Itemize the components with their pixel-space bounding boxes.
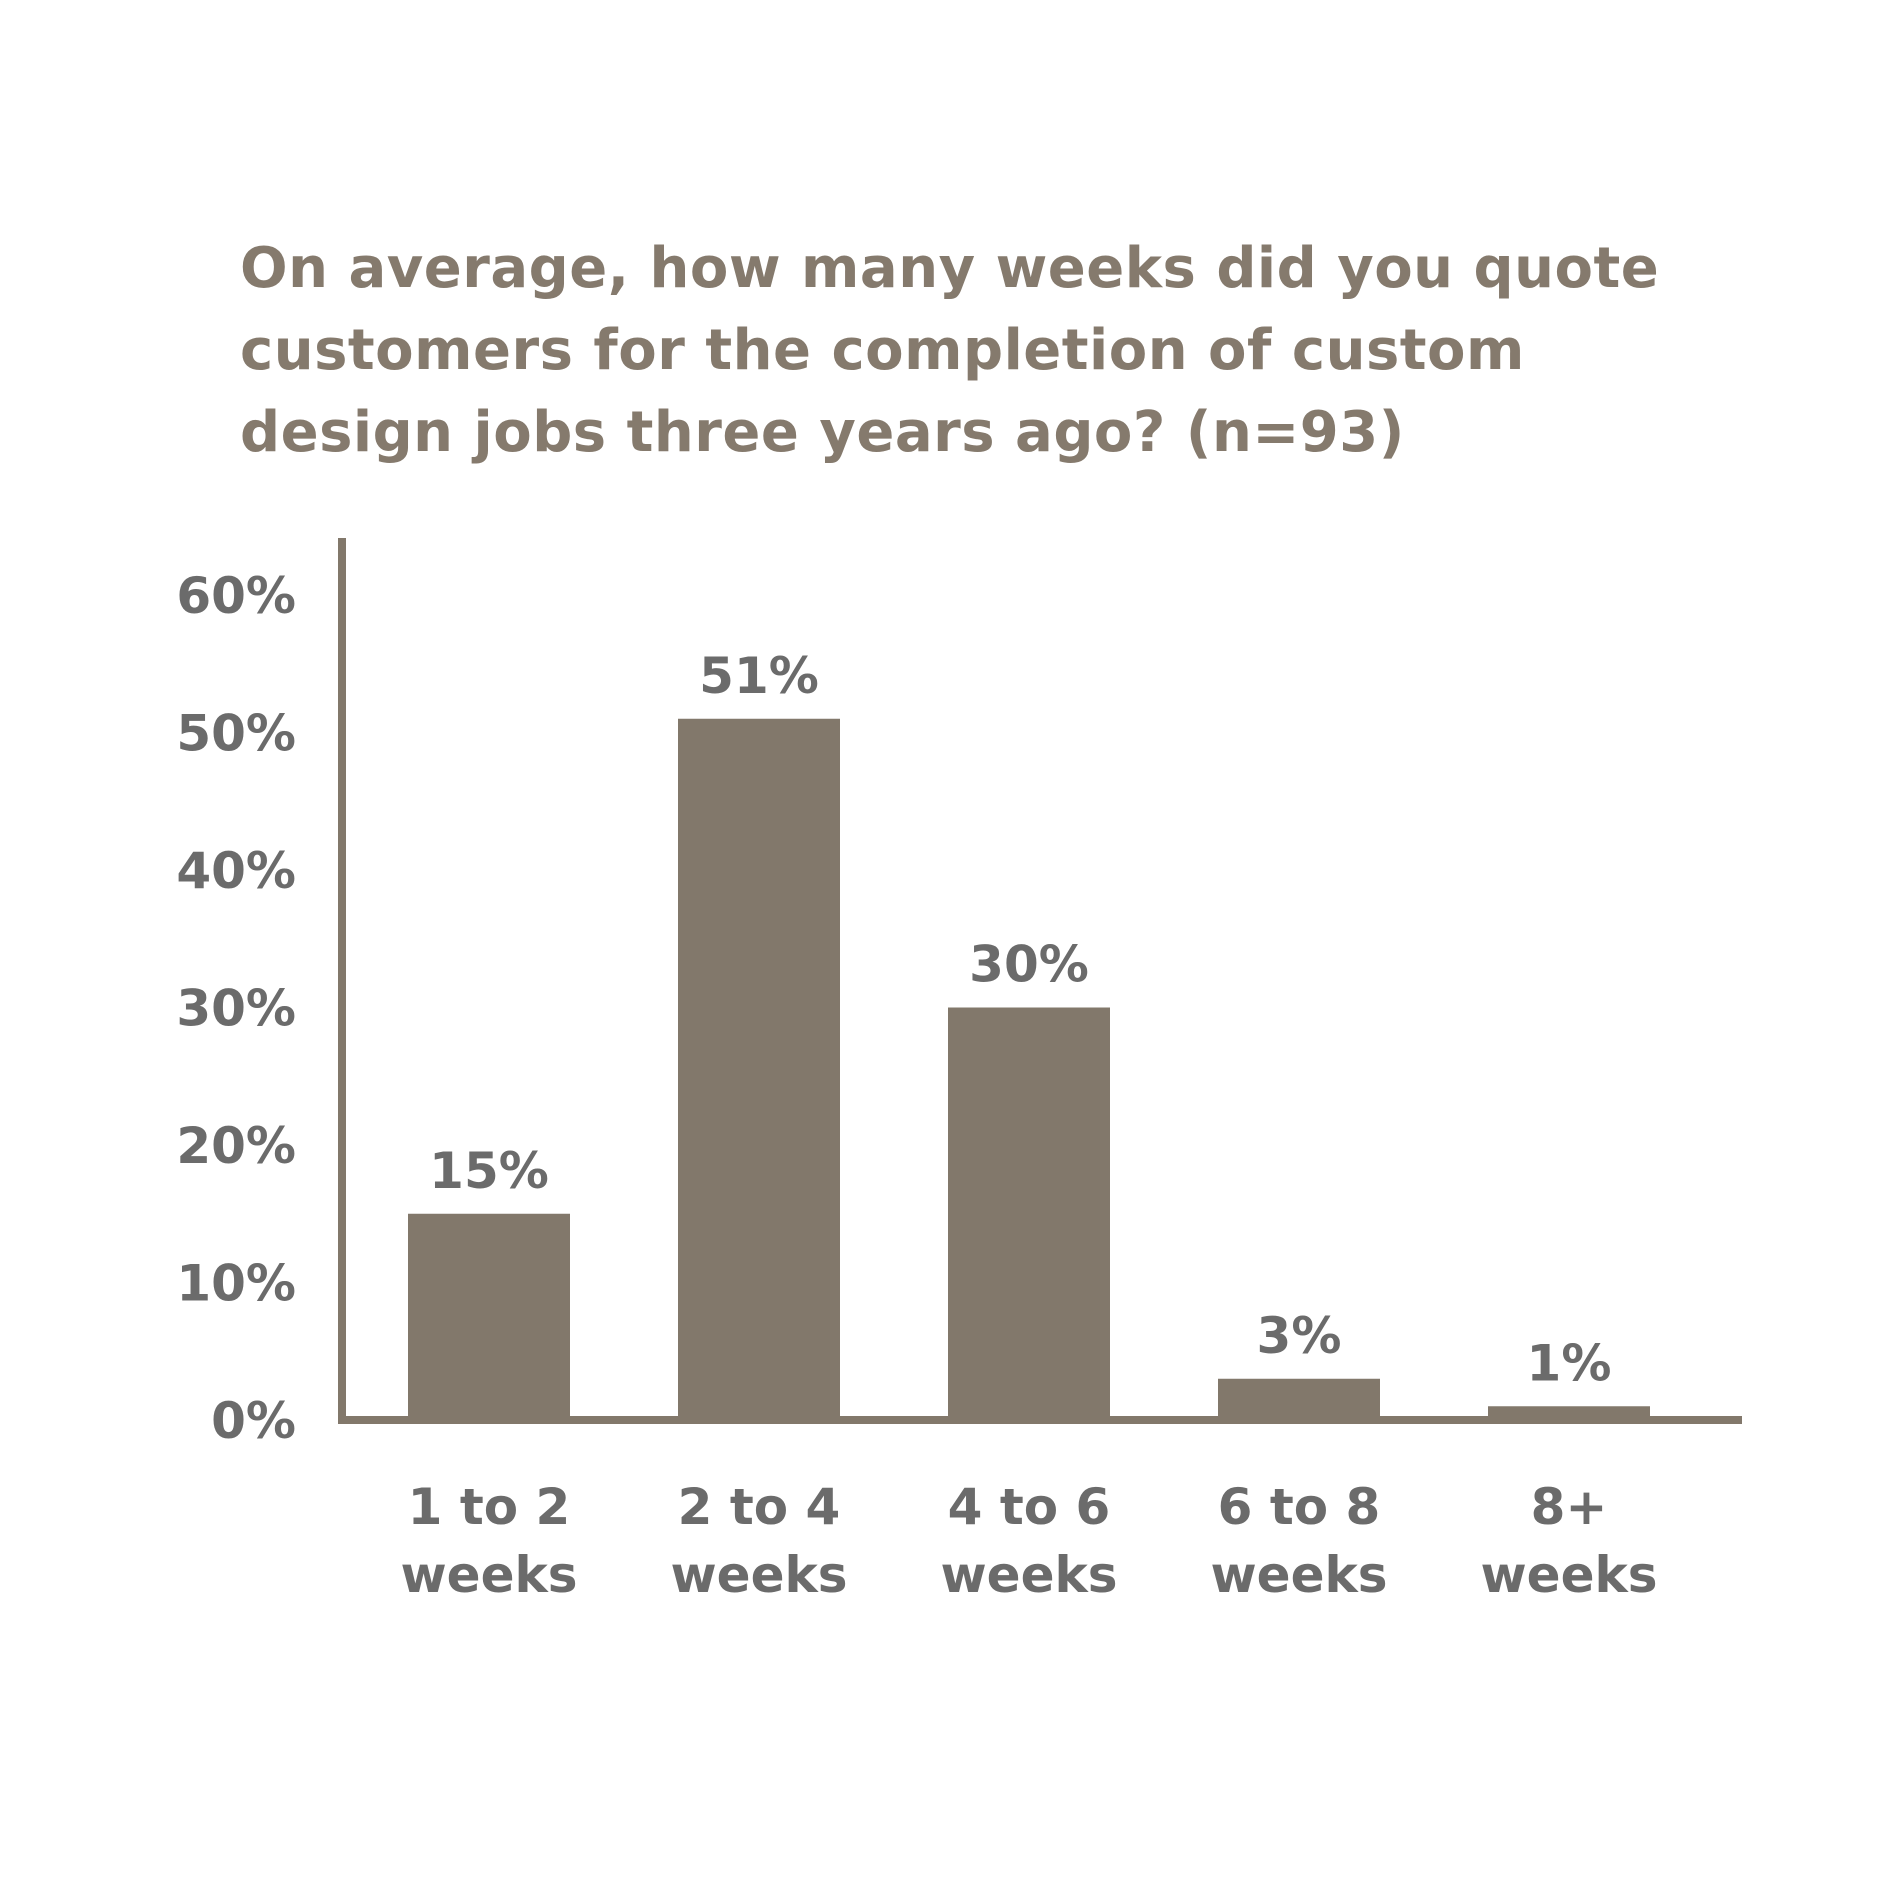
bar-value-label: 15%	[429, 1142, 549, 1200]
x-category-label: 4 to 6 weeks	[940, 1478, 1117, 1604]
x-category-label-line: weeks	[670, 1546, 847, 1604]
bar	[408, 1213, 570, 1420]
x-category-label-line: 2 to 4	[678, 1478, 841, 1536]
bar	[1218, 1378, 1380, 1420]
bar-value-label: 30%	[969, 936, 1089, 994]
x-category-label-line: weeks	[400, 1546, 577, 1604]
x-category-label-line: 4 to 6	[948, 1478, 1111, 1536]
bars	[408, 718, 1650, 1420]
bar-value-label: 1%	[1527, 1334, 1612, 1392]
x-category-label: 8+ weeks	[1480, 1478, 1657, 1604]
x-category-label: 1 to 2 weeks	[400, 1478, 577, 1604]
bar-value-label: 51%	[699, 647, 819, 705]
y-tick-label: 40%	[176, 842, 296, 900]
bar-value-label: 3%	[1257, 1307, 1342, 1365]
x-category-label-line: 8+	[1531, 1478, 1608, 1536]
x-category-label: 2 to 4 weeks	[670, 1478, 847, 1604]
y-tick-label: 50%	[176, 705, 296, 763]
axes	[338, 538, 1742, 1424]
x-category-label-line: 6 to 8	[1218, 1478, 1381, 1536]
bar	[948, 1007, 1110, 1420]
x-category-label-line: weeks	[1480, 1546, 1657, 1604]
x-category-label-line: weeks	[940, 1546, 1117, 1604]
x-category-label: 6 to 8 weeks	[1210, 1478, 1387, 1604]
y-tick-label: 30%	[176, 980, 296, 1038]
chart-title: On average, how many weeks did you quote…	[240, 236, 1660, 465]
y-tick-label: 10%	[176, 1255, 296, 1313]
x-category-label-line: 1 to 2	[408, 1478, 571, 1536]
y-axis-tick-labels: 0% 10% 20% 30% 40% 50% 60%	[176, 567, 296, 1450]
y-tick-label: 0%	[211, 1392, 296, 1450]
value-labels: 15% 51% 30% 3% 1%	[429, 647, 1611, 1393]
y-tick-label: 60%	[176, 567, 296, 625]
x-category-label-line: weeks	[1210, 1546, 1387, 1604]
x-axis-category-labels: 1 to 2 weeks 2 to 4 weeks 4 to 6 weeks 6 to 8 w…	[400, 1478, 1657, 1604]
bar	[678, 718, 840, 1420]
y-tick-label: 20%	[176, 1117, 296, 1175]
